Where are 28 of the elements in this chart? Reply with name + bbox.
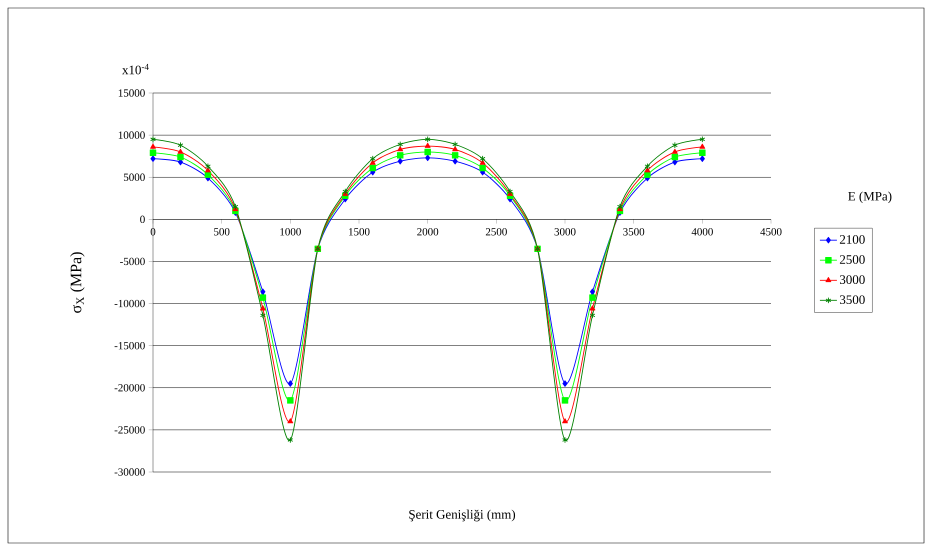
legend-label: 2100 — [840, 235, 865, 244]
y-tick-label: -30000 — [114, 468, 145, 476]
y-tick-label: -25000 — [114, 426, 145, 434]
x-axis-title: Şerit Genişliği (mm) — [409, 510, 516, 522]
x-tick-label: 1500 — [349, 228, 370, 236]
y-tick-label: 5000 — [124, 174, 145, 181]
x-tick-label: 0 — [150, 228, 156, 236]
x-tick-label: 2000 — [417, 228, 438, 236]
y-tick-label: 15000 — [118, 89, 145, 97]
x-tick-label: 4000 — [692, 228, 713, 236]
x-tick-label: 2500 — [486, 228, 507, 236]
y-tick-label: 10000 — [118, 131, 145, 139]
legend-label: 3500 — [840, 295, 865, 304]
y-tick-label: -15000 — [114, 342, 145, 350]
y-axis-title: σ$_{X}$ (MPa) — [70, 252, 85, 313]
legend-label: 3000 — [840, 275, 865, 284]
text: x10$^{-4}$ — [122, 64, 149, 74]
x-tick-label: 500 — [214, 228, 230, 236]
legend-title: E (MPa) — [848, 191, 892, 204]
x-tick-label: 3500 — [623, 228, 644, 236]
y-tick-label: -10000 — [114, 300, 145, 308]
x-tick-label: 3000 — [554, 228, 576, 236]
x-tick-label: 4500 — [760, 228, 782, 236]
y-tick-label: 0 — [140, 216, 145, 224]
y-tick-label: -5000 — [120, 258, 145, 266]
legend-label: 2500 — [840, 255, 865, 264]
y-tick-label: -20000 — [114, 384, 145, 392]
x-tick-label: 1000 — [280, 228, 301, 236]
